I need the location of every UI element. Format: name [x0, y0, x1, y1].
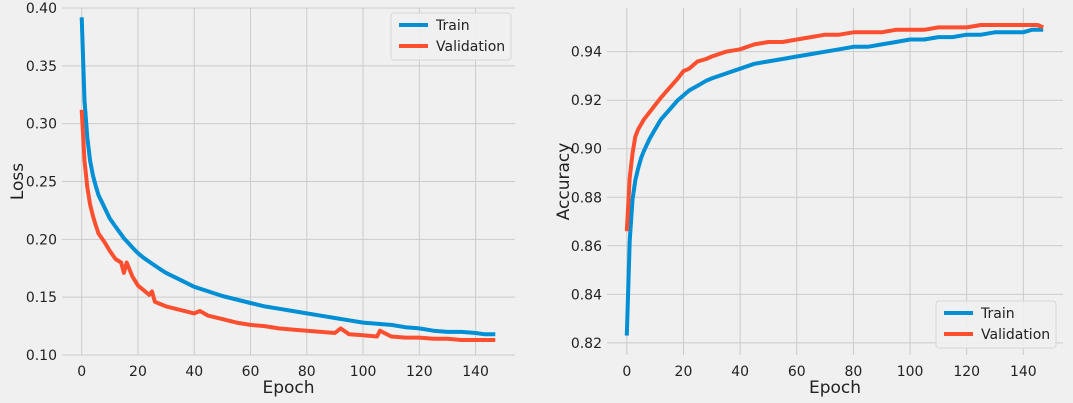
x-tick-label: 20 — [675, 364, 693, 380]
x-tick-label: 120 — [406, 364, 433, 380]
accuracy-chart-panel: 0 20 40 60 80 100 120 140 0.82 0.84 0.86 0.88 0.90 0.… — [554, 8, 1063, 398]
x-tick-label: 20 — [129, 364, 147, 380]
x-tick-label: 40 — [185, 364, 203, 380]
y-tick-label: 0.90 — [571, 142, 602, 158]
x-tick-label: 80 — [844, 364, 862, 380]
y-tick-label: 0.82 — [571, 336, 602, 352]
legend-label-validation: Validation — [436, 39, 505, 55]
train-line — [79, 17, 496, 337]
y-tick-label: 0.35 — [26, 59, 57, 75]
x-tick-label: 40 — [731, 364, 749, 380]
x-tick-label: 0 — [622, 364, 631, 380]
x-tick-label: 0 — [77, 364, 86, 380]
x-tick-label: 140 — [1010, 364, 1037, 380]
y-tick-label: 0.94 — [571, 45, 602, 61]
x-tick-label: 100 — [350, 364, 377, 380]
train-line — [624, 27, 1044, 336]
y-tick-label: 0.30 — [26, 117, 57, 133]
loss-chart-panel: 0 20 40 60 80 100 120 140 0.10 0.15 0.20 0.25 0.30 0.… — [8, 1, 515, 398]
validation-line — [624, 23, 1044, 232]
legend-label-train: Train — [980, 306, 1015, 322]
y-tick-label: 0.86 — [571, 239, 602, 255]
x-tick-label: 100 — [897, 364, 924, 380]
y-tick-label: 0.25 — [26, 175, 57, 191]
y-tick-label: 0.92 — [571, 93, 602, 109]
y-axis-label: Accuracy — [554, 143, 574, 221]
legend-label-validation: Validation — [981, 327, 1050, 343]
x-axis-label: Epoch — [809, 378, 861, 398]
legend-label-train: Train — [435, 18, 470, 34]
validation-line — [79, 109, 496, 342]
y-axis-label: Loss — [8, 163, 28, 200]
x-tick-label: 60 — [242, 364, 260, 380]
y-tick-label: 0.88 — [571, 190, 602, 206]
x-axis-label: Epoch — [262, 378, 314, 398]
y-tick-label: 0.40 — [26, 1, 57, 17]
y-tick-label: 0.20 — [26, 232, 57, 248]
x-tick-label: 120 — [953, 364, 980, 380]
x-tick-label: 140 — [462, 364, 489, 380]
x-tick-label: 80 — [298, 364, 316, 380]
x-tick-label: 60 — [788, 364, 806, 380]
y-tick-label: 0.15 — [26, 290, 57, 306]
y-tick-label: 0.84 — [571, 287, 602, 303]
y-tick-label: 0.10 — [26, 348, 57, 364]
